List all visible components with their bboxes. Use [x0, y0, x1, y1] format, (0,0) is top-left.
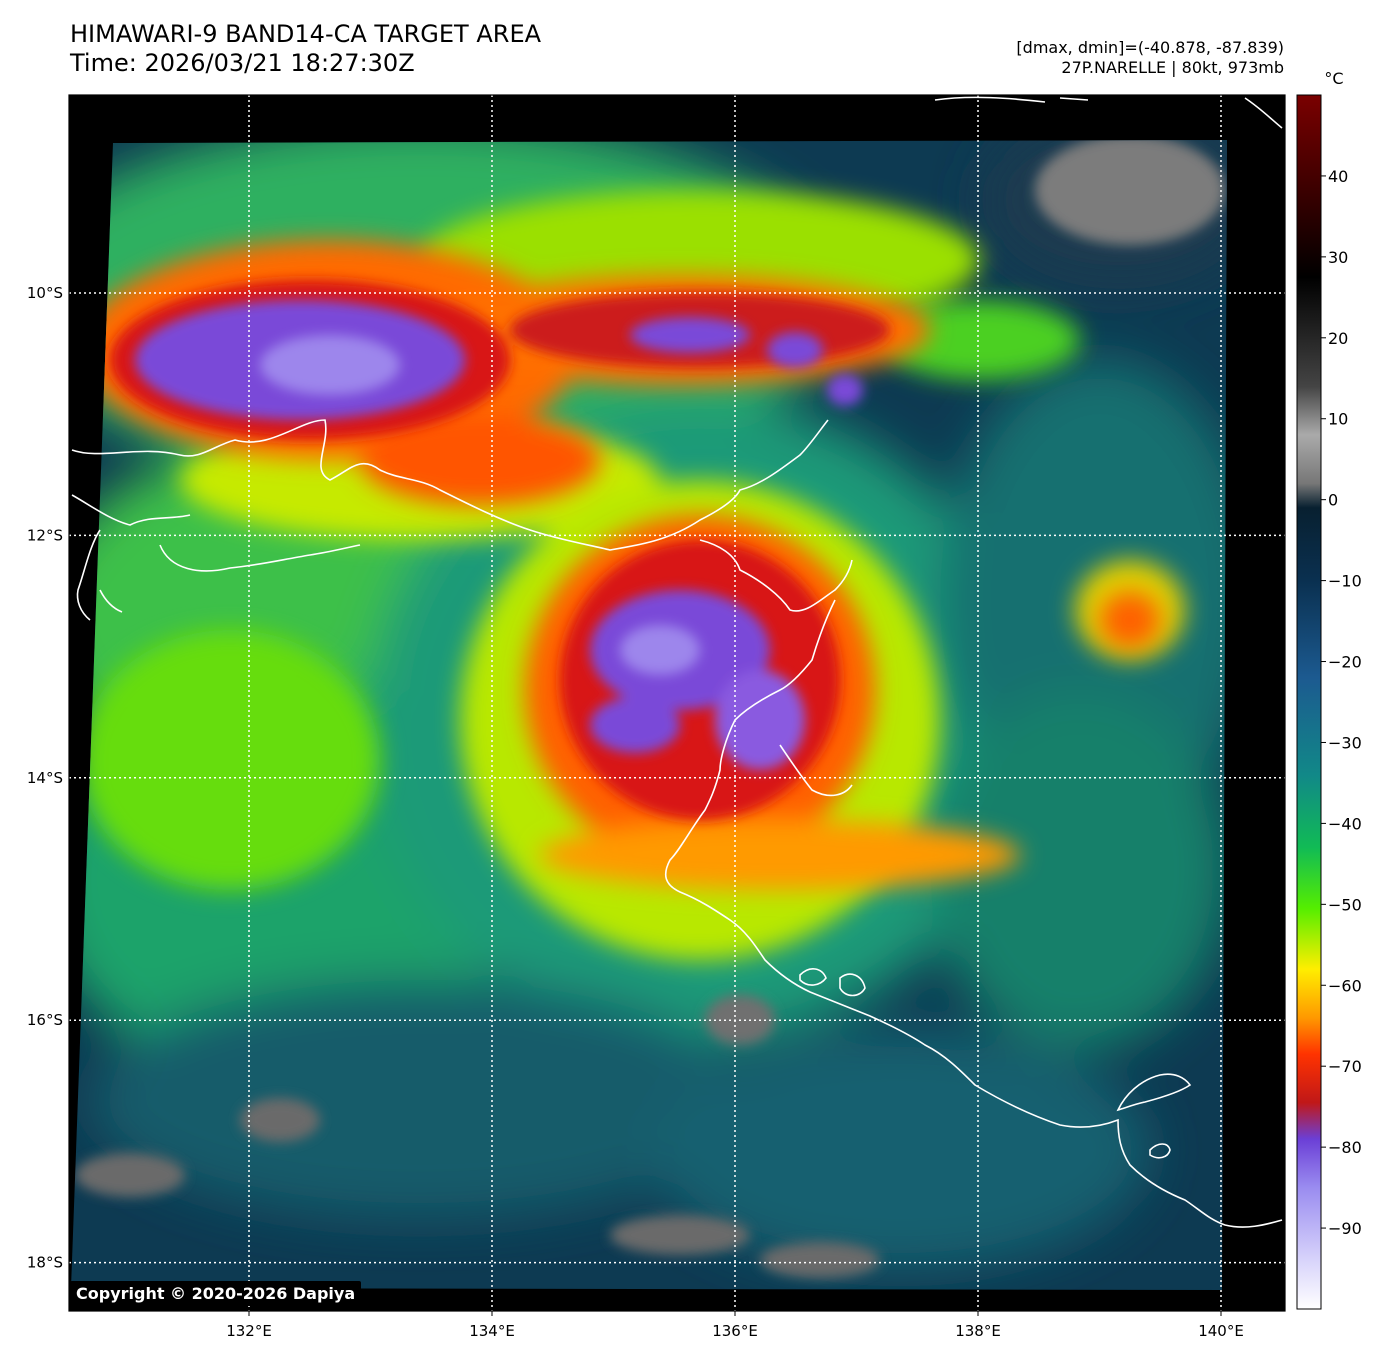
colorbar-tick-label: 10 — [1328, 410, 1348, 429]
colorbar-tick-label: −90 — [1328, 1219, 1362, 1238]
lon-tick-label: 134°E — [469, 1322, 515, 1340]
title-line-2: Time: 2026/03/21 18:27:30Z — [70, 49, 415, 77]
colorbar-ticks: 40 30 20 10 0 −10 −20 −30 −40 −50 −60 −70 −80 −90 — [1321, 167, 1362, 1238]
lat-tick-label: 10°S — [27, 284, 63, 302]
colorbar-tick-label: 0 — [1328, 491, 1338, 510]
latitude-labels: 10°S 12°S 14°S 16°S 18°S — [27, 284, 63, 1272]
colorbar-tick-label: 30 — [1328, 248, 1348, 267]
lat-tick-label: 18°S — [27, 1254, 63, 1272]
colorbar-tick-label: −30 — [1328, 733, 1362, 752]
storm-info: [dmax, dmin]=(-40.878, -87.839) 27P.NARE… — [1016, 38, 1284, 78]
lat-tick-label: 16°S — [27, 1011, 63, 1029]
coastlines — [71, 96, 1283, 1228]
lat-tick-label: 14°S — [27, 769, 63, 787]
colorbar-unit: °C — [1324, 69, 1343, 88]
lon-tick-label: 132°E — [226, 1322, 272, 1340]
title-line-1: HIMAWARI-9 BAND14-CA TARGET AREA — [70, 20, 542, 48]
longitude-labels: 132°E 134°E 136°E 138°E 140°E — [226, 1311, 1244, 1340]
copyright-notice: Copyright © 2020-2026 Dapiya — [70, 1281, 362, 1306]
colorbar-tick-label: −50 — [1328, 895, 1362, 914]
colorbar-tick-label: −70 — [1328, 1057, 1362, 1076]
lon-tick-label: 138°E — [955, 1322, 1001, 1340]
colorbar-tick-label: −60 — [1328, 976, 1362, 995]
map-title: HIMAWARI-9 BAND14-CA TARGET AREA Time: 2… — [70, 20, 541, 78]
colorbar-tick-label: −10 — [1328, 572, 1362, 591]
colorbar-gradient — [1296, 94, 1322, 1310]
dmax-dmin-text: [dmax, dmin]=(-40.878, -87.839) — [1016, 38, 1284, 57]
storm-details-text: 27P.NARELLE | 80kt, 973mb — [1061, 58, 1284, 77]
lon-tick-label: 140°E — [1198, 1322, 1244, 1340]
colorbar-tick-label: 20 — [1328, 329, 1348, 348]
colorbar-tick-label: 40 — [1328, 167, 1348, 186]
colorbar-tick-label: −40 — [1328, 814, 1362, 833]
satellite-imagery — [71, 140, 1227, 1290]
colorbar-tick-label: −20 — [1328, 653, 1362, 672]
colorbar: °C 40 30 20 10 0 −10 −20 −30 −40 −50 −60 −70 −80 −90 — [1296, 69, 1362, 1310]
lat-tick-label: 12°S — [27, 526, 63, 544]
map-frame — [68, 94, 1286, 1312]
colorbar-tick-label: −80 — [1328, 1138, 1362, 1157]
lon-tick-label: 136°E — [712, 1322, 758, 1340]
